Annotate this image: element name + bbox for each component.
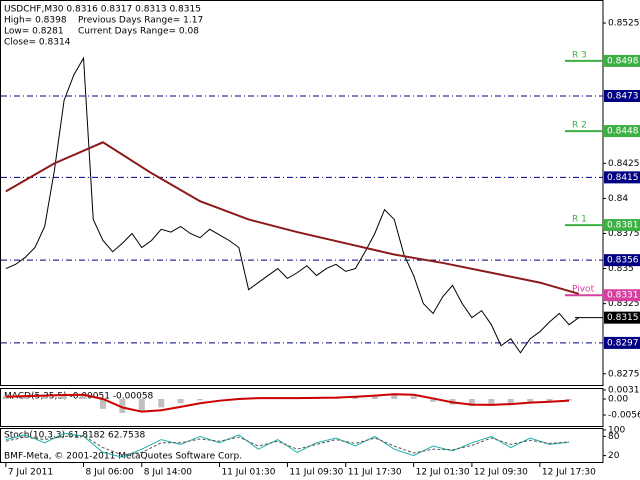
price-tag-label: 0.8356 [607,256,639,266]
y-tick-label: 0.84 [608,194,628,204]
low: Low= 0.8281 [4,27,64,37]
macd-bar [119,398,126,414]
macd-bar [430,398,437,402]
price-tag-label: 0.8381 [607,221,639,231]
macd-bar [410,396,417,399]
x-tick-label: 8 Jul 14:00 [144,468,193,478]
macd-bar [22,395,29,399]
macd-bar [177,398,184,404]
price-tag-label: 0.8448 [607,127,639,137]
close-line [5,56,580,354]
macd-signal [5,393,570,413]
price-tag-label: 0.8331 [607,291,639,301]
y-tick-label: 0.8375 [608,229,640,239]
high: High= 0.8398 [4,16,67,26]
x-tick-label: 12 Jul 09:30 [474,468,528,478]
price-tag [604,254,640,267]
y-tick-label: 0.00 [608,394,628,404]
macd-bar [2,396,9,399]
stoch-signal [5,435,570,456]
macd-bar [158,398,165,408]
price-tag-label: 0.8473 [607,91,639,101]
macd-bar [99,398,106,409]
macd-bar [197,398,204,401]
macd-bar [488,398,495,405]
symbol-info: USDCHF,M30 0.8316 0.8317 0.8313 0.8315 [4,5,201,15]
macd-bar [371,394,378,399]
price-tag [604,54,640,67]
price-tag-label: 0.8297 [607,338,639,348]
y-tick-label: 0.8525 [608,19,640,29]
pivot-name: R 3 [572,50,587,60]
price-tag [604,125,640,138]
curr-range: Current Days Range= 0.08 [78,27,199,37]
y-tick-label: 0.835 [608,264,634,274]
price-tag [604,289,640,302]
moving-average [5,141,580,295]
macd-bar [527,398,534,402]
macd-bar [138,398,145,412]
price-tag [604,89,640,102]
y-tick-label: 0.8325 [608,299,640,309]
x-tick-label: 11 Jul 09:30 [289,468,343,478]
y-tick-label: 20 [608,451,620,461]
pivot-name: R 2 [572,121,587,131]
x-tick-label: 8 Jul 06:00 [86,468,135,478]
y-tick-label: 0.8275 [608,369,640,379]
price-tag [604,219,640,232]
macd-panel [0,388,604,427]
y-tick-label: 0.00319 [608,386,640,396]
price-tag-label: 0.8415 [607,173,639,183]
macd-bar [41,394,48,399]
y-tick-label: -0.00568 [608,411,640,421]
y-tick-label: 100 [608,426,625,436]
x-tick-label: 12 Jul 17:30 [542,468,596,478]
macd-bar [61,393,68,399]
stoch-title: Stoch(10,3,3) 61.8182 62.7538 [4,431,145,441]
price-tag-label: 0.8315 [607,313,639,323]
price-tag [604,311,640,324]
price-tag [604,171,640,184]
stoch-panel [0,428,604,463]
stoch-main [5,432,570,458]
macd-bar [546,398,553,402]
macd-bar [468,398,475,407]
price-tag-label: 0.8498 [607,56,639,66]
x-tick-label: 12 Jul 01:30 [416,468,470,478]
macd-bar [566,398,573,401]
x-tick-label: 11 Jul 17:30 [348,468,402,478]
macd-bar [507,398,514,404]
close: Close= 0.8314 [4,38,71,48]
x-tick-label: 11 Jul 01:30 [221,468,275,478]
pivot-name: Pivot [572,285,595,295]
y-tick-label: 80 [608,432,620,442]
main-panel [0,0,604,386]
price-tag [604,336,640,349]
pivot-name: R 1 [572,215,587,225]
y-tick-label: 0.8425 [608,159,640,169]
prev-range: Previous Days Range= 1.17 [78,16,203,26]
macd-title: MACD(5,35,5) -0.00051 -0.00058 [4,392,154,402]
macd-bar [391,393,398,399]
x-tick-label: 7 Jul 2011 [8,468,53,478]
macd-bar [80,394,87,399]
